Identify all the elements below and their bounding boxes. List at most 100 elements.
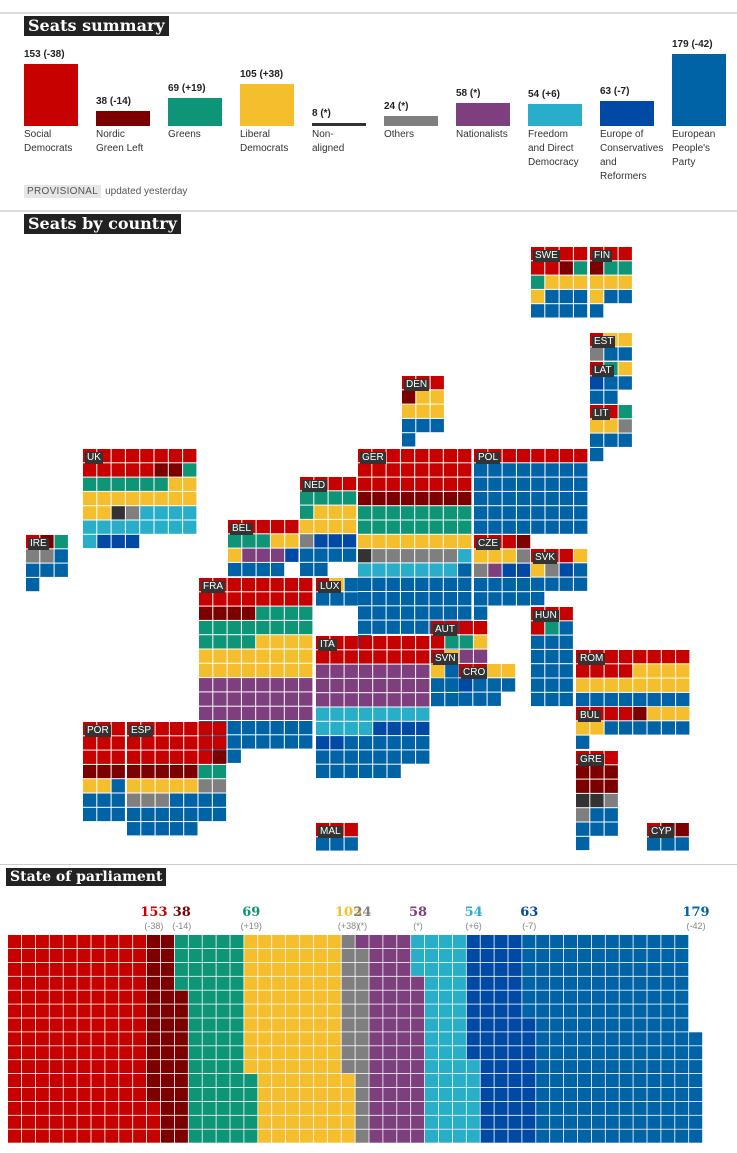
seat-fra-sd (227, 578, 241, 592)
parliament-seat-epp (647, 1087, 661, 1101)
country-ned (300, 477, 357, 577)
parliament-seat-epp (619, 1032, 633, 1046)
parliament-seat-sd (21, 1101, 35, 1115)
seat-ger-grn (429, 506, 443, 520)
parliament-seat-sd (105, 976, 119, 990)
parliament-seat-epp (689, 1101, 703, 1115)
parliament-seat-lib (272, 1087, 286, 1101)
parliament-seat-oth (341, 1060, 355, 1074)
parliament-seat-epp (605, 990, 619, 1004)
parliament-seat-sd (119, 976, 133, 990)
seat-ire-epp (54, 563, 68, 577)
seat-lat-epp (618, 376, 632, 390)
seat-esp-sd (169, 722, 184, 736)
parliament-seat-fdd (438, 1129, 452, 1143)
parliament-seat-epp (577, 1115, 591, 1129)
seat-ger-ngl (415, 491, 429, 506)
parliament-seat-grn (230, 1018, 244, 1032)
parliament-seat-nat (369, 1087, 383, 1101)
seat-esp-epp (141, 822, 155, 836)
parliament-seat-ecr (480, 1004, 494, 1018)
parliament-seat-epp (564, 935, 578, 949)
parliament-seat-lib (272, 935, 286, 949)
parliament-seat-lib (286, 1074, 300, 1088)
parliament-seat-epp (689, 1115, 703, 1129)
parliament-seat-nat (411, 1004, 425, 1018)
parliament-seat-epp (633, 1074, 647, 1088)
parliament-seat-fdd (452, 935, 466, 949)
parliament-seat-grn (216, 1074, 230, 1088)
parliament-seat-lib (286, 1060, 300, 1074)
seat-ita-nat (316, 664, 330, 678)
parliament-seat-fdd (438, 1004, 452, 1018)
parliament-change-nat: (*) (413, 921, 423, 931)
summary-value-grn: 69 (+19) (168, 83, 206, 94)
parliament-seat-sd (133, 1087, 147, 1101)
parliament-seat-nat (383, 948, 397, 962)
seat-esp-grn (198, 764, 212, 779)
parliament-seat-grn (188, 1101, 202, 1115)
seat-ire-epp (26, 563, 40, 577)
parliament-seat-ecr (522, 1115, 536, 1129)
parliament-seat-epp (536, 1004, 550, 1018)
parliament-seat-ecr (522, 1101, 536, 1115)
parliament-seat-fdd (425, 1129, 439, 1143)
country-label-swe: SWE (533, 250, 560, 262)
seat-pol-epp (516, 491, 531, 506)
seat-cro-lib (487, 664, 501, 678)
seat-uk-grn (111, 477, 125, 491)
seat-esp-epp (155, 807, 169, 822)
seat-fra-grn (256, 606, 270, 620)
parliament-seat-oth (355, 948, 369, 962)
seat-swe-lib (559, 275, 573, 289)
seat-gre-epp (576, 836, 590, 851)
seat-ita-fdd (344, 721, 358, 736)
parliament-seat-grn (230, 990, 244, 1004)
parliament-seat-ngl (160, 1060, 174, 1074)
parliament-seat-epp (591, 1101, 605, 1115)
seat-pol-epp (502, 491, 516, 506)
parliament-seat-lib (258, 1004, 272, 1018)
seat-ned-ecr (328, 534, 342, 548)
parliament-seat-fdd (438, 1115, 452, 1129)
seat-ned-lib (300, 519, 314, 534)
seat-est-epp (604, 347, 618, 361)
seat-ger-grn (415, 506, 429, 520)
parliament-seat-grn (216, 1032, 230, 1046)
seat-ita-epp (358, 764, 373, 778)
parliament-seat-grn (202, 1074, 216, 1088)
parliament-seat-epp (605, 1004, 619, 1018)
country-label-fra: FRA (201, 581, 225, 593)
seat-den-ngl (402, 390, 416, 404)
seat-uk-fdd (183, 520, 197, 534)
parliament-seat-sd (91, 1074, 105, 1088)
parliament-seat-ngl (147, 948, 161, 962)
top-rule (0, 12, 737, 14)
seat-fra-ngl (213, 606, 227, 620)
seat-uk-lib (97, 491, 111, 506)
parliament-seat-fdd (452, 1101, 466, 1115)
parliament-seat-epp (633, 990, 647, 1004)
parliament-seat-nat (383, 1129, 397, 1143)
parliament-seat-oth (341, 962, 355, 976)
seat-fra-nat (299, 692, 313, 706)
seat-cze-oth (474, 563, 488, 577)
seat-fin-lib (618, 275, 632, 289)
seat-rom-lib (633, 664, 647, 678)
seat-por-epp (111, 793, 125, 807)
parliament-seat-epp (675, 1060, 689, 1074)
parliament-seat-sd (77, 1129, 91, 1143)
country-label-rom: ROM (578, 653, 606, 665)
seat-ned-grn (300, 491, 314, 505)
parliament-seat-ngl (160, 935, 174, 949)
summary-label-ecr: Europe of Conservatives and Reformers (600, 129, 664, 182)
seat-rom-epp (676, 692, 690, 707)
seat-ger-ngl (386, 491, 400, 506)
seat-mal-epp (344, 837, 358, 851)
parliament-seat-grn (202, 1032, 216, 1046)
seat-ger-epp (400, 577, 415, 591)
parliament-rule (0, 864, 737, 865)
seat-ger-ngl (429, 491, 443, 506)
parliament-seat-sd (21, 1074, 35, 1088)
parliament-seat-sd (49, 990, 63, 1004)
